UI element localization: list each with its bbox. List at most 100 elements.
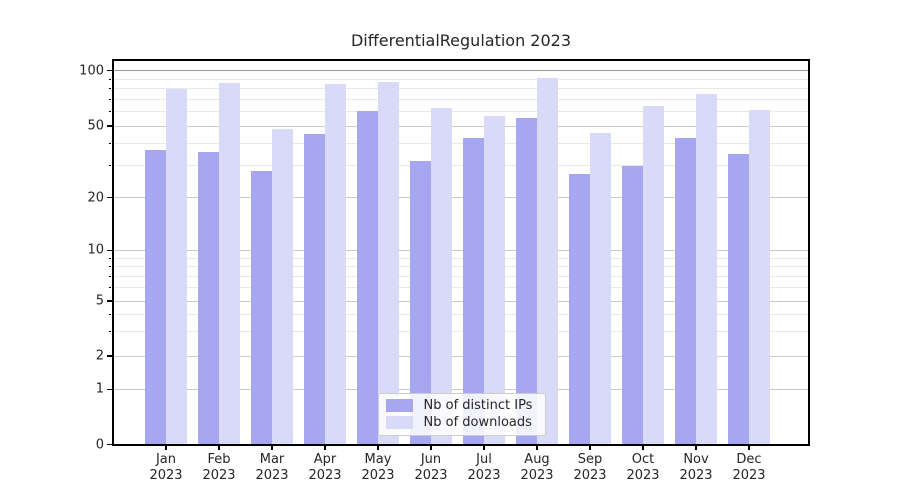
x-axis-tick-label: Sep 2023	[573, 452, 607, 483]
y-axis-tick-label: 20	[87, 190, 104, 206]
x-tick-mark	[271, 445, 273, 450]
bar-distinct-ips	[250, 171, 272, 444]
major-gridline	[113, 197, 809, 199]
y-minor-tick-mark	[108, 110, 112, 112]
bar-distinct-ips	[197, 151, 219, 444]
bar-downloads	[272, 129, 294, 444]
x-axis-tick-label: Oct 2023	[626, 452, 660, 483]
bar-distinct-ips	[727, 153, 749, 444]
minor-gridline	[113, 257, 809, 259]
minor-gridline	[113, 331, 809, 333]
minor-gridline	[113, 275, 809, 277]
bar-downloads	[325, 83, 347, 444]
y-axis-tick-label: 2	[95, 348, 104, 364]
y-tick-mark	[107, 249, 112, 252]
bar-distinct-ips	[144, 149, 166, 444]
y-tick-mark	[107, 443, 112, 446]
y-tick-mark	[107, 300, 112, 302]
y-minor-tick-mark	[108, 88, 112, 89]
bar-downloads	[696, 93, 718, 444]
bar-distinct-ips	[674, 137, 696, 444]
bar-distinct-ips	[515, 118, 537, 444]
y-minor-tick-mark	[108, 98, 112, 100]
y-minor-tick-mark	[108, 78, 112, 80]
minor-gridline	[113, 142, 809, 144]
minor-gridline	[113, 88, 809, 89]
y-tick-mark	[107, 355, 112, 357]
x-tick-mark	[642, 445, 644, 450]
y-minor-tick-mark	[108, 313, 112, 315]
y-axis-tick-label: 10	[87, 242, 104, 258]
minor-gridline	[113, 266, 809, 268]
x-axis-tick-label: Jan 2023	[149, 452, 183, 483]
y-tick-mark	[107, 125, 112, 127]
legend-label-downloads: Nb of downloads	[423, 415, 532, 431]
bar-distinct-ips	[356, 111, 378, 444]
y-minor-tick-mark	[108, 275, 112, 277]
x-tick-mark	[536, 445, 538, 450]
bar-distinct-ips	[303, 134, 325, 444]
x-tick-mark	[589, 445, 591, 450]
minor-gridline	[113, 287, 809, 289]
legend-label-distinct-ips: Nb of distinct IPs	[423, 398, 533, 414]
bar-downloads	[749, 110, 771, 444]
y-axis-tick-label: 0	[95, 437, 104, 452]
y-minor-tick-mark	[108, 331, 112, 333]
y-tick-mark	[107, 69, 112, 72]
bar-downloads	[484, 115, 506, 444]
y-axis-tick-label: 1	[95, 381, 104, 397]
y-minor-tick-mark	[108, 266, 112, 268]
major-gridline	[113, 70, 809, 72]
bar-downloads	[166, 88, 188, 444]
bar-distinct-ips	[462, 137, 484, 444]
bar-distinct-ips	[568, 174, 590, 444]
minor-gridline	[113, 110, 809, 112]
x-tick-mark	[430, 445, 432, 450]
x-tick-mark	[748, 445, 750, 450]
y-minor-tick-mark	[108, 165, 112, 167]
bar-distinct-ips	[621, 165, 643, 444]
bar-downloads	[378, 81, 400, 444]
y-minor-tick-mark	[108, 257, 112, 259]
x-tick-mark	[324, 445, 326, 450]
x-tick-mark	[483, 445, 485, 450]
legend-item-downloads: Nb of downloads	[385, 415, 545, 431]
x-axis-tick-label: Jul 2023	[467, 452, 501, 483]
minor-gridline	[113, 78, 809, 80]
minor-gridline	[113, 98, 809, 100]
y-axis-tick-label: 100	[79, 63, 104, 79]
y-axis-tick-label: 5	[95, 293, 104, 309]
legend-swatch-downloads	[385, 416, 413, 430]
x-axis-tick-label: Nov 2023	[679, 452, 713, 483]
legend-item-distinct-ips: Nb of distinct IPs	[385, 398, 545, 414]
major-gridline	[113, 300, 809, 302]
y-tick-mark	[107, 196, 112, 199]
major-gridline	[113, 355, 809, 357]
x-tick-mark	[695, 445, 697, 450]
chart-title: DifferentialRegulation 2023	[350, 31, 572, 50]
x-axis-tick-label: May 2023	[361, 452, 395, 483]
x-axis-tick-label: Feb 2023	[202, 452, 236, 483]
y-minor-tick-mark	[108, 142, 112, 144]
bar-downloads	[219, 82, 241, 444]
x-axis-tick-label: Jun 2023	[414, 452, 448, 483]
x-tick-mark	[377, 445, 379, 450]
major-gridline	[113, 125, 809, 127]
legend-swatch-distinct-ips	[385, 399, 413, 413]
bar-downloads	[590, 132, 612, 444]
minor-gridline	[113, 313, 809, 315]
y-axis-tick-label: 50	[87, 118, 104, 134]
x-tick-mark	[165, 445, 167, 450]
y-tick-mark	[107, 388, 112, 391]
major-gridline	[113, 388, 809, 390]
legend: Nb of distinct IPs Nb of downloads	[377, 393, 546, 436]
x-axis-tick-label: Mar 2023	[255, 452, 289, 483]
x-axis-tick-label: Aug 2023	[520, 452, 554, 483]
minor-gridline	[113, 165, 809, 167]
bar-downloads	[537, 78, 559, 444]
bar-downloads	[643, 106, 665, 444]
bar-distinct-ips	[409, 160, 431, 444]
y-minor-tick-mark	[108, 287, 112, 289]
